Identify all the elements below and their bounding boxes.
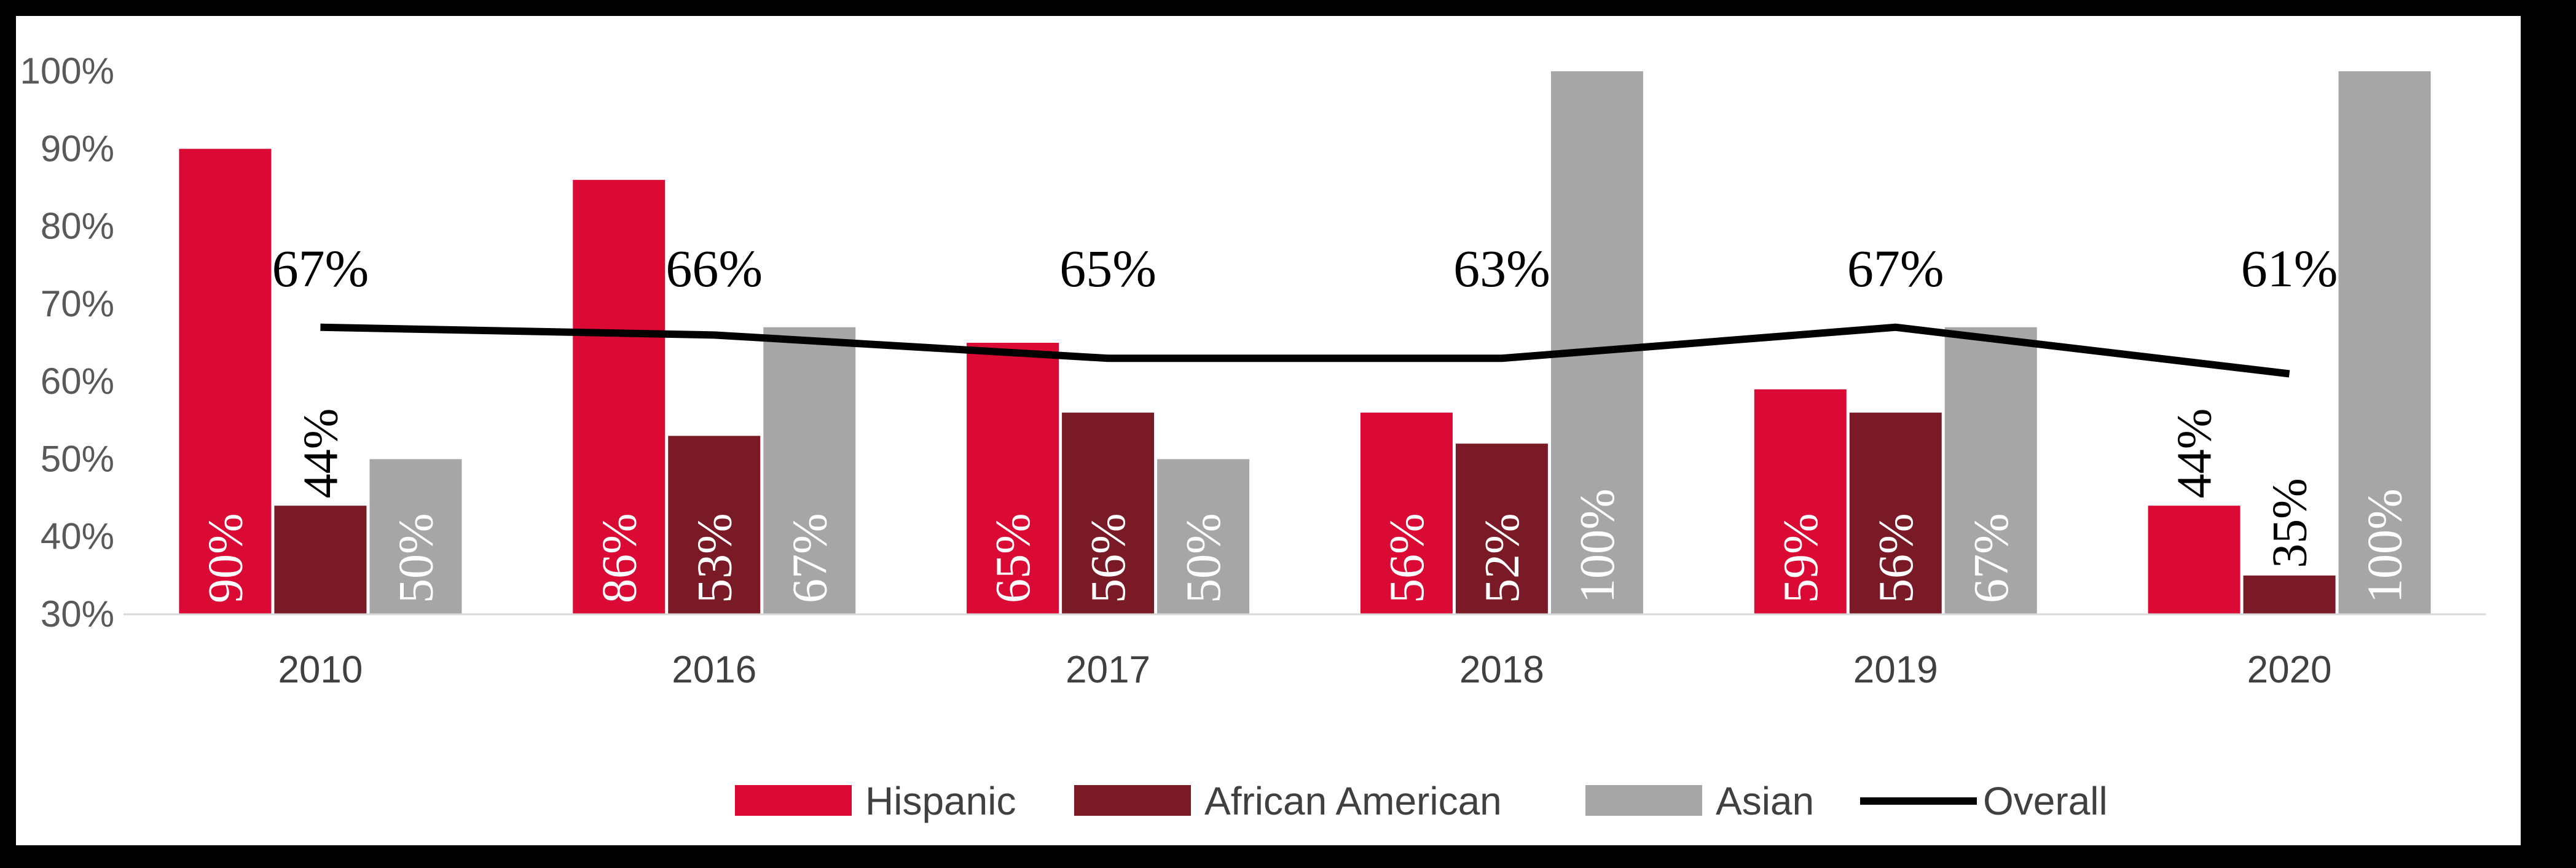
bar-asian: [1550, 71, 1643, 614]
bar-data-label: 100%: [2358, 488, 2413, 603]
overall-data-label: 61%: [2241, 239, 2338, 298]
y-tick-label: 30%: [41, 593, 114, 635]
x-tick-label: 2019: [1853, 649, 1938, 691]
bar-hispanic: [179, 149, 272, 615]
x-axis: 2010 2016 2017 2018 2019 2020: [278, 649, 2331, 691]
bar-data-label: 59%: [1774, 513, 1828, 603]
bar-data-label: 65%: [986, 513, 1040, 603]
bar-data-label: 44%: [294, 409, 348, 499]
bar-data-label: 67%: [783, 513, 837, 603]
overall-data-label: 65%: [1059, 239, 1156, 298]
y-tick-label: 40%: [41, 516, 114, 557]
bar-asian: [1157, 459, 1250, 614]
bar-data-label: 100%: [1571, 488, 1625, 603]
legend-swatch: [735, 785, 852, 816]
bar-asian: [2338, 71, 2431, 614]
bar-asian: [369, 459, 462, 614]
bar-asian: [763, 327, 856, 614]
bar-data-label: 44%: [2168, 409, 2222, 499]
y-tick-label: 60%: [41, 361, 114, 402]
bar-data-label: 90%: [198, 513, 253, 603]
bar-data-label: 35%: [2263, 478, 2317, 568]
bar-hispanic: [967, 343, 1059, 614]
legend-swatch: [1585, 785, 1702, 816]
bar-african-american: [1849, 412, 1942, 614]
bar-data-label: 56%: [1082, 513, 1136, 603]
bar-data-label: 56%: [1380, 513, 1434, 603]
overall-data-label: 66%: [666, 239, 763, 298]
bar-african-american: [274, 506, 367, 614]
bar-data-label: 56%: [1869, 513, 1923, 603]
bar-data-label: 50%: [1177, 513, 1231, 603]
bar-hispanic: [1360, 412, 1453, 614]
x-tick-label: 2016: [672, 649, 756, 691]
chart-frame: 30% 40% 50% 60% 70% 80% 90% 100% 90% 86% 65% 56% 59…: [16, 16, 2521, 845]
bar-african-american: [1455, 444, 1548, 614]
plot-area: 90% 86% 65% 56% 59% 44% 44% 53% 56% 52% 56% 35% 50% 6…: [124, 71, 2486, 616]
legend-label: Overall: [1983, 779, 2108, 823]
legend: Hispanic African American Asian Overall: [735, 779, 2108, 823]
legend-swatch: [1074, 785, 1191, 816]
bar-data-label: 86%: [592, 513, 646, 603]
bar-data-label: 52%: [1475, 513, 1530, 603]
y-tick-label: 70%: [41, 283, 114, 324]
x-tick-label: 2010: [278, 649, 363, 691]
bar-data-label: 50%: [389, 513, 443, 603]
bar-hispanic: [573, 179, 666, 614]
y-tick-label: 90%: [41, 128, 114, 169]
bar-african-american: [2243, 575, 2336, 614]
legend-label: African American: [1204, 779, 1502, 823]
bar-data-label: 53%: [688, 513, 742, 603]
y-tick-label: 50%: [41, 438, 114, 479]
x-tick-label: 2018: [1459, 649, 1544, 691]
bar-african-american: [1062, 412, 1155, 614]
overall-data-label: 63%: [1453, 239, 1550, 298]
chart-svg: 30% 40% 50% 60% 70% 80% 90% 100% 90% 86% 65% 56% 59…: [20, 50, 2486, 823]
overall-line: [320, 323, 2290, 378]
bar-asian: [1944, 327, 2037, 614]
bar-african-american: [668, 436, 761, 614]
overall-data-label: 67%: [272, 239, 369, 298]
bar-hispanic: [2148, 506, 2240, 614]
bar-hispanic: [1754, 389, 1847, 614]
x-tick-label: 2020: [2247, 649, 2332, 691]
y-axis: 30% 40% 50% 60% 70% 80% 90% 100%: [20, 50, 114, 635]
y-tick-label: 80%: [41, 206, 114, 247]
legend-label: Asian: [1716, 779, 1814, 823]
overall-data-label: 67%: [1847, 239, 1944, 298]
legend-label: Hispanic: [865, 779, 1016, 823]
x-tick-label: 2017: [1066, 649, 1150, 691]
y-tick-label: 100%: [20, 50, 114, 92]
bar-data-label: 67%: [1965, 513, 2019, 603]
